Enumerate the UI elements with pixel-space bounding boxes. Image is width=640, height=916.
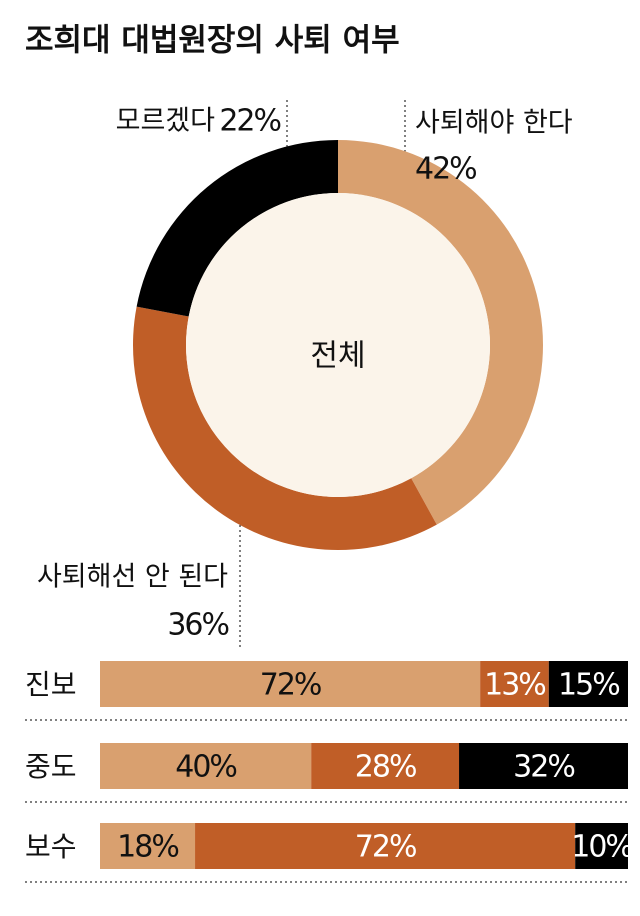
center-label: 전체 bbox=[310, 339, 365, 374]
donut-segment bbox=[338, 140, 544, 525]
bar-segment bbox=[548, 661, 628, 707]
bar-segment bbox=[100, 661, 481, 707]
value-label: 32% bbox=[513, 750, 574, 785]
category-label: 사퇴해야 한다 bbox=[415, 108, 573, 139]
bar-segment bbox=[575, 823, 628, 869]
value-label: 22% bbox=[219, 104, 280, 139]
value-label: 28% bbox=[355, 750, 416, 785]
value-label: 40% bbox=[175, 750, 236, 785]
value-label: 36% bbox=[167, 608, 228, 643]
value-label: 72% bbox=[355, 830, 416, 865]
donut-segment bbox=[133, 306, 437, 551]
value-label: 42% bbox=[415, 152, 476, 187]
category-label: 보수 bbox=[25, 830, 77, 863]
chart-title: 조희대 대법원장의 사퇴 여부 bbox=[25, 23, 400, 59]
bar-segment bbox=[100, 823, 196, 869]
bar-segment bbox=[459, 743, 628, 789]
bar-segment bbox=[480, 661, 549, 707]
bar-segment bbox=[195, 823, 576, 869]
bar-segment bbox=[311, 743, 460, 789]
value-label: 10% bbox=[571, 830, 632, 865]
bar-segment bbox=[100, 743, 312, 789]
value-label: 15% bbox=[558, 668, 619, 703]
category-label: 사퇴해선 안 된다 bbox=[37, 562, 228, 593]
donut-segment bbox=[136, 140, 338, 317]
value-label: 18% bbox=[117, 830, 178, 865]
category-label: 중도 bbox=[25, 750, 77, 783]
category-label: 진보 bbox=[25, 668, 77, 701]
category-label: 모르겠다 bbox=[116, 106, 216, 137]
value-label: 72% bbox=[260, 668, 321, 703]
value-label: 13% bbox=[484, 668, 545, 703]
donut-hole bbox=[186, 193, 490, 497]
